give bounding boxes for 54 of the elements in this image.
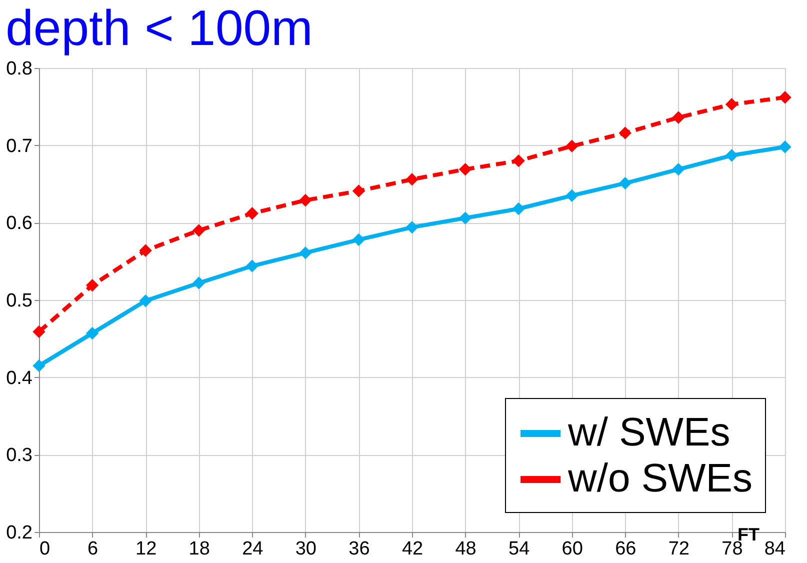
- point: [725, 149, 738, 162]
- point: [299, 246, 312, 260]
- point: [192, 224, 206, 237]
- point: [566, 140, 578, 152]
- x-tick-label: 30: [295, 538, 316, 560]
- x-tick-label: 48: [455, 538, 476, 560]
- y-tick-label: 0.5: [6, 290, 32, 312]
- x-tick-label: 12: [136, 538, 157, 560]
- point: [86, 326, 99, 340]
- x-tick-label: 36: [348, 538, 370, 560]
- y-tick-label: 0.8: [6, 58, 32, 80]
- point: [512, 154, 525, 168]
- point: [352, 233, 366, 246]
- point: [192, 276, 206, 290]
- point: [672, 111, 685, 124]
- legend-label: w/ SWEs: [567, 410, 730, 454]
- x-tick-label: 6: [87, 538, 98, 560]
- x-tick-label: 84: [764, 538, 786, 560]
- x-tick-label: 0: [40, 538, 50, 560]
- point: [406, 220, 418, 234]
- point: [352, 184, 366, 198]
- point: [32, 325, 46, 338]
- y-tick-label: 0.7: [6, 136, 32, 157]
- x-tick-label: 54: [508, 538, 530, 560]
- chart-title: depth < 100m: [6, 0, 313, 56]
- point: [32, 359, 46, 372]
- y-tick-label: 0.2: [6, 522, 32, 544]
- x-tick-label: 24: [242, 538, 264, 560]
- point: [618, 176, 632, 190]
- point: [299, 194, 312, 207]
- y-tick-label: 0.6: [6, 213, 32, 234]
- x-tick-label: 18: [188, 538, 210, 560]
- point: [725, 98, 738, 111]
- point: [778, 140, 792, 154]
- x-tick-label: 42: [402, 538, 424, 560]
- point: [246, 207, 258, 220]
- point: [458, 162, 472, 176]
- point: [672, 162, 685, 176]
- point: [778, 91, 792, 104]
- x-tick-label: 60: [562, 538, 583, 560]
- point: [458, 212, 472, 224]
- point: [618, 126, 632, 140]
- point: [512, 202, 525, 216]
- point: [86, 278, 99, 292]
- legend-label: w/o SWEs: [567, 456, 752, 500]
- point: [566, 189, 578, 202]
- y-tick-label: 0.3: [6, 445, 32, 466]
- point: [139, 294, 152, 308]
- x-tick-label: 72: [668, 538, 690, 560]
- y-tick-label: 0.4: [6, 368, 33, 389]
- point: [406, 173, 418, 186]
- x-tick-label: 66: [615, 538, 636, 560]
- point: [139, 244, 152, 257]
- point: [246, 260, 258, 272]
